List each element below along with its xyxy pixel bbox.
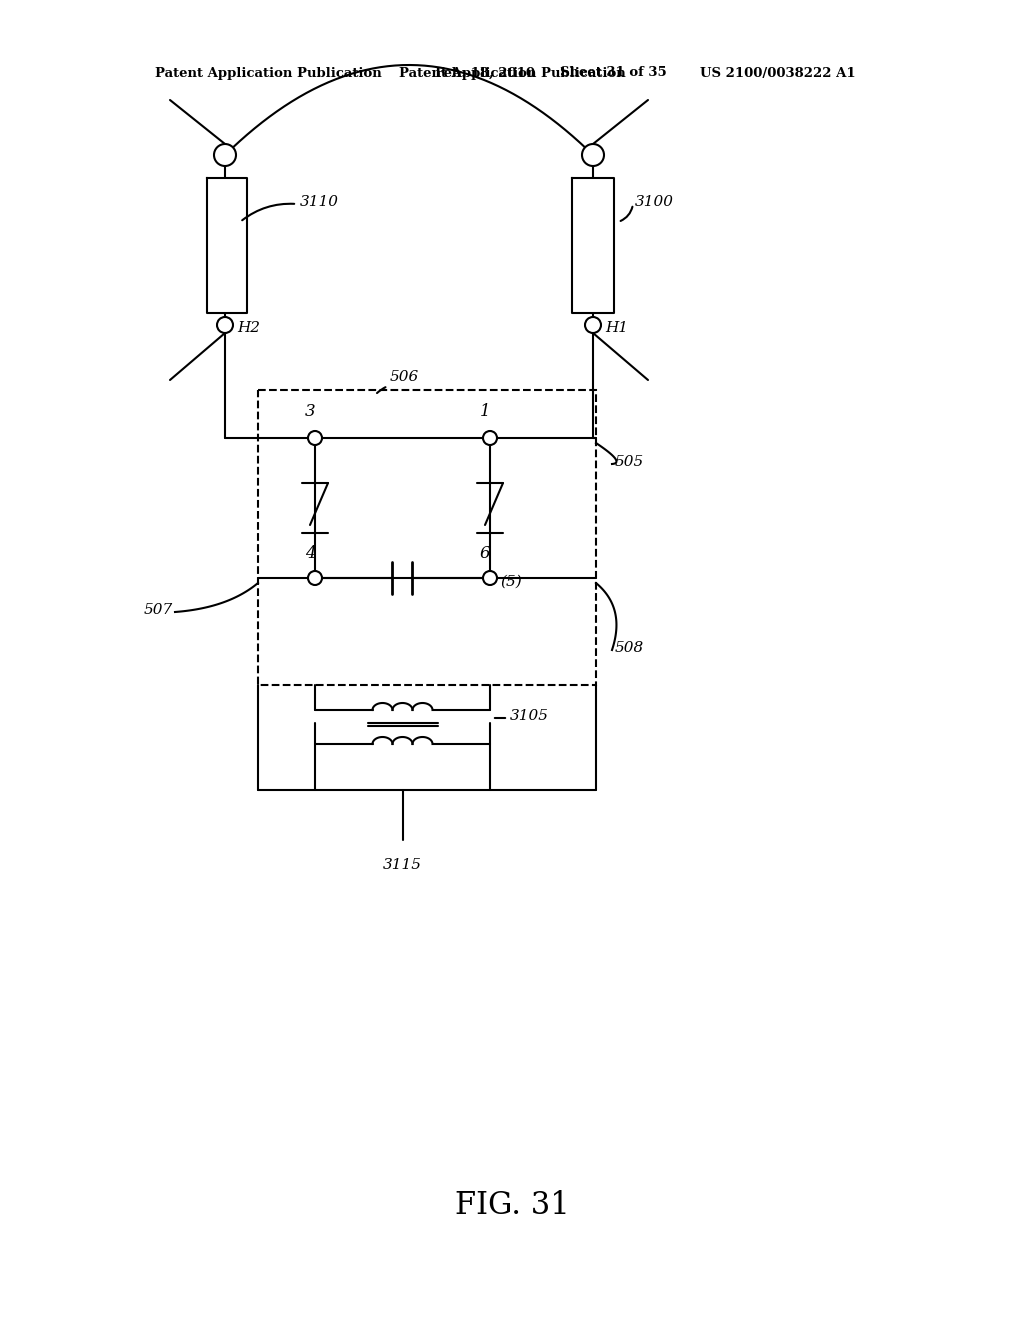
Text: Patent Application Publication: Patent Application Publication: [155, 66, 382, 79]
Text: H1: H1: [605, 321, 628, 335]
Circle shape: [308, 572, 322, 585]
Text: 3100: 3100: [635, 195, 674, 209]
Text: 3: 3: [305, 403, 315, 420]
Circle shape: [582, 144, 604, 166]
Text: Feb. 18, 2010: Feb. 18, 2010: [435, 66, 535, 79]
Text: 3105: 3105: [510, 709, 549, 723]
Circle shape: [483, 572, 497, 585]
Text: 4: 4: [305, 545, 315, 562]
Text: Patent Application Publication: Patent Application Publication: [398, 66, 626, 79]
Circle shape: [483, 432, 497, 445]
Bar: [258, 389, 596, 685]
Text: 1: 1: [479, 403, 490, 420]
Text: 507: 507: [143, 603, 173, 616]
Text: Sheet 31 of 35: Sheet 31 of 35: [560, 66, 667, 79]
Text: 3115: 3115: [383, 858, 422, 873]
Text: 6: 6: [479, 545, 490, 562]
Circle shape: [214, 144, 236, 166]
Text: 508: 508: [615, 642, 644, 655]
Text: 506: 506: [390, 370, 419, 384]
Text: 505: 505: [615, 455, 644, 469]
Text: US 2100/0038222 A1: US 2100/0038222 A1: [700, 66, 856, 79]
Circle shape: [585, 317, 601, 333]
Text: H2: H2: [237, 321, 260, 335]
Circle shape: [308, 432, 322, 445]
Text: 3110: 3110: [300, 195, 339, 209]
Circle shape: [217, 317, 233, 333]
Text: (5): (5): [500, 576, 522, 589]
Text: FIG. 31: FIG. 31: [455, 1189, 569, 1221]
